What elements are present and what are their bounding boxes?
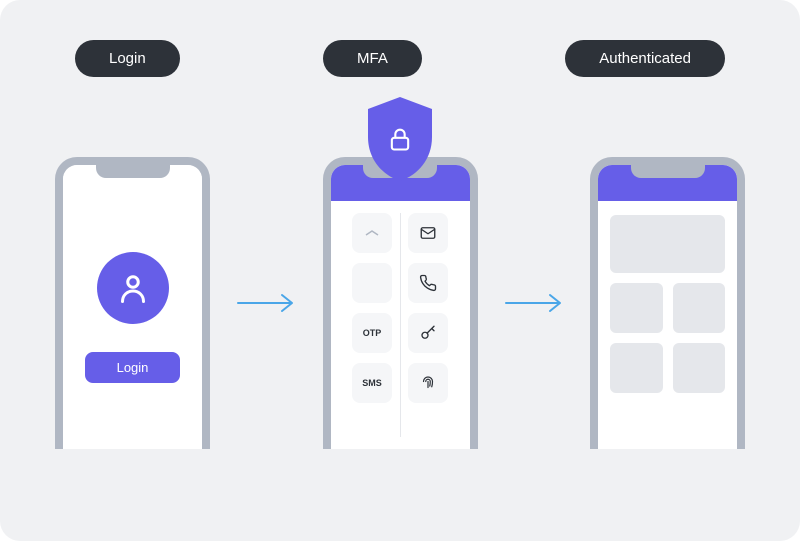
mfa-tile-blank1 — [352, 213, 392, 253]
arrow-icon — [504, 291, 564, 315]
content-row — [610, 343, 725, 393]
mfa-col-right — [401, 213, 456, 437]
lock-icon — [386, 124, 414, 154]
phone-mfa-wrap: OTP SMS — [323, 157, 478, 449]
content-block — [610, 283, 663, 333]
arrow-icon — [236, 291, 296, 315]
pill-mfa: MFA — [323, 40, 422, 77]
content-block — [673, 283, 726, 333]
pill-login: Login — [75, 40, 180, 77]
shield-icon — [362, 95, 438, 183]
key-icon — [408, 313, 448, 353]
login-screen: Login — [63, 165, 202, 449]
auth-screen — [598, 165, 737, 449]
stages-row: Login — [45, 157, 755, 449]
mfa-tile-otp: OTP — [352, 313, 392, 353]
login-button[interactable]: Login — [85, 352, 181, 383]
mfa-tile-sms: SMS — [352, 363, 392, 403]
mail-icon — [408, 213, 448, 253]
mfa-col-left: OTP SMS — [345, 213, 400, 437]
phone-login: Login — [55, 157, 210, 449]
mfa-screen: OTP SMS — [331, 165, 470, 449]
phone-notch — [631, 164, 705, 178]
auth-content — [598, 201, 737, 407]
content-block — [610, 343, 663, 393]
phone-notch — [96, 164, 170, 178]
content-row — [610, 283, 725, 333]
phone-authenticated — [590, 157, 745, 449]
mfa-grid: OTP SMS — [331, 201, 470, 449]
avatar-icon — [97, 252, 169, 324]
diagram-container: Login MFA Authenticated Login — [0, 0, 800, 541]
pill-row: Login MFA Authenticated — [45, 40, 755, 77]
mfa-tile-blank2 — [352, 263, 392, 303]
phone-icon — [408, 263, 448, 303]
content-block — [610, 215, 725, 273]
content-block — [673, 343, 726, 393]
pill-authenticated: Authenticated — [565, 40, 725, 77]
fingerprint-icon — [408, 363, 448, 403]
phone-mfa: OTP SMS — [323, 157, 478, 449]
